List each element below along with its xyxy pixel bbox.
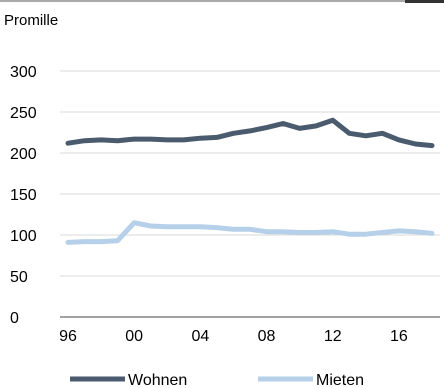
x-tick-label: 16 bbox=[390, 328, 408, 345]
series-lines bbox=[65, 117, 435, 245]
y-tick-label: 250 bbox=[10, 105, 37, 122]
legend: Wohnen Mieten bbox=[70, 372, 364, 388]
series-line-wohnen bbox=[65, 117, 435, 149]
x-tick-label: 96 bbox=[59, 328, 77, 345]
x-tick-label: 12 bbox=[324, 328, 342, 345]
legend-label: Wohnen bbox=[128, 372, 187, 388]
y-axis-ticks: 0 50 100 150 200 250 300 bbox=[10, 64, 37, 327]
series-line-mieten bbox=[65, 220, 435, 245]
x-axis-ticks: 96 00 04 08 12 16 bbox=[59, 328, 408, 345]
gridlines bbox=[60, 70, 440, 318]
y-tick-label: 300 bbox=[10, 64, 37, 81]
y-unit-label: Promille bbox=[4, 12, 58, 29]
x-tick-label: 08 bbox=[258, 328, 276, 345]
x-tick-label: 00 bbox=[125, 328, 143, 345]
y-tick-label: 50 bbox=[10, 269, 28, 286]
x-tick-label: 04 bbox=[191, 328, 209, 345]
y-tick-label: 200 bbox=[10, 146, 37, 163]
y-tick-label: 150 bbox=[10, 187, 37, 204]
y-tick-label: 0 bbox=[10, 310, 19, 327]
y-tick-label: 100 bbox=[10, 228, 37, 245]
legend-label: Mieten bbox=[316, 372, 364, 388]
top-edge-bar bbox=[405, 0, 444, 3]
